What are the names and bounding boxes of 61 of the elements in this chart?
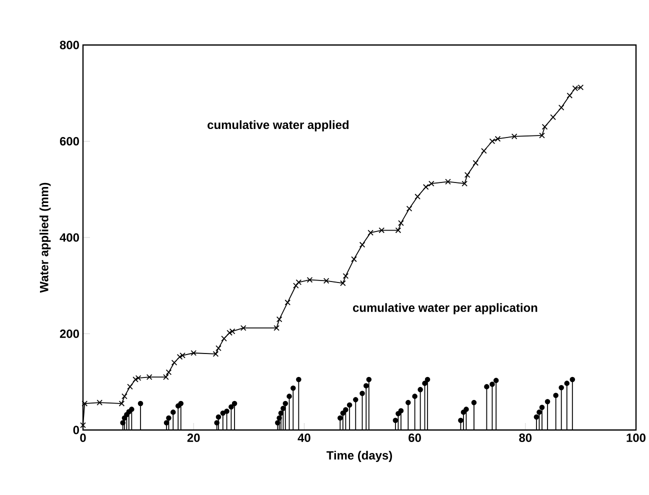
point xyxy=(180,352,186,358)
point xyxy=(406,206,412,212)
point xyxy=(226,330,232,336)
x-tick-label: 100 xyxy=(626,434,646,442)
point xyxy=(464,172,470,178)
point xyxy=(176,354,183,360)
point xyxy=(368,230,374,236)
x-tick-label: 80 xyxy=(519,434,532,442)
point xyxy=(166,369,172,376)
point xyxy=(340,280,346,286)
point xyxy=(398,220,404,226)
point xyxy=(292,282,299,289)
point xyxy=(445,178,451,185)
point xyxy=(229,328,236,334)
point xyxy=(542,124,548,130)
y-axis-title: Water applied (mm) xyxy=(40,182,51,293)
y-tick-label: 200 xyxy=(60,330,79,338)
point xyxy=(276,316,282,322)
point xyxy=(274,325,280,331)
point xyxy=(82,400,88,406)
point xyxy=(323,278,330,284)
point xyxy=(511,134,518,140)
y-tick-label: 0 xyxy=(73,426,79,434)
point xyxy=(395,227,402,234)
point xyxy=(481,148,487,154)
x-axis-title: Time (days) xyxy=(326,450,392,462)
y-tick-label: 400 xyxy=(60,233,79,242)
y-tick-label: 800 xyxy=(60,40,79,50)
point xyxy=(306,276,313,283)
point xyxy=(212,351,219,357)
point xyxy=(163,374,169,380)
point xyxy=(80,422,86,428)
point xyxy=(190,350,197,356)
point xyxy=(359,242,366,248)
point xyxy=(146,374,152,380)
point xyxy=(472,160,479,166)
point xyxy=(378,227,385,234)
point xyxy=(351,256,357,262)
point xyxy=(539,132,545,138)
point xyxy=(216,345,222,352)
y-tick-label: 600 xyxy=(60,137,79,146)
point xyxy=(240,325,246,331)
point xyxy=(342,273,349,279)
point xyxy=(462,180,468,187)
annotation: cumulative water per application xyxy=(353,303,538,314)
point xyxy=(96,400,103,406)
point xyxy=(558,104,564,110)
point xyxy=(414,194,420,200)
point xyxy=(422,184,429,190)
annotation: cumulative water applied xyxy=(208,120,348,132)
point xyxy=(566,92,573,98)
point xyxy=(284,300,291,306)
point xyxy=(428,180,434,187)
point xyxy=(550,114,556,120)
x-tick-label: 0 xyxy=(80,434,86,442)
point xyxy=(171,360,178,366)
x-tick-label: 40 xyxy=(298,434,310,442)
x-tick-label: 20 xyxy=(187,434,200,442)
point xyxy=(296,279,302,286)
x-tick-label: 60 xyxy=(408,434,421,442)
point xyxy=(221,336,227,342)
